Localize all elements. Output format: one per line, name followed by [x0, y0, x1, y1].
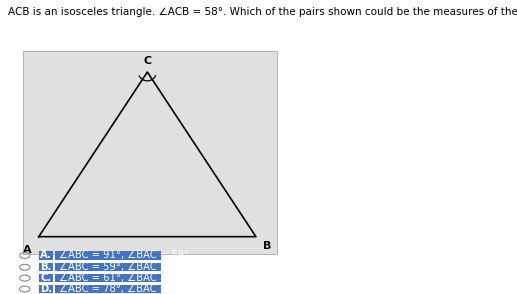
Bar	[39, 285, 53, 293]
Text: D.: D.	[40, 284, 52, 294]
Text: A.: A.	[40, 250, 52, 260]
Bar	[39, 263, 53, 271]
Bar	[55, 285, 161, 293]
Text: B.: B.	[40, 262, 52, 272]
Bar	[55, 251, 161, 260]
Text: A: A	[23, 245, 32, 255]
Text: ∠ABC = 59°, ∠BAC = 71°: ∠ABC = 59°, ∠BAC = 71°	[59, 262, 190, 272]
Bar	[39, 274, 53, 282]
Bar	[55, 274, 161, 282]
Bar	[23, 51, 277, 254]
Bar	[55, 263, 161, 271]
Text: C: C	[143, 56, 151, 66]
Text: ∠ABC = 91°, ∠BAC = 59°: ∠ABC = 91°, ∠BAC = 59°	[59, 250, 190, 260]
Text: B: B	[263, 241, 271, 251]
Text: ∠ABC = 61°, ∠BAC = 61°: ∠ABC = 61°, ∠BAC = 61°	[59, 273, 190, 283]
Bar	[39, 251, 53, 260]
Text: C.: C.	[40, 273, 52, 283]
Text: ∠ABC = 78°, ∠BAC = 42°: ∠ABC = 78°, ∠BAC = 42°	[59, 284, 189, 294]
Text: ACB is an isosceles triangle. ∠ACB = 58°. Which of the pairs shown could be the : ACB is an isosceles triangle. ∠ACB = 58°…	[8, 7, 517, 17]
